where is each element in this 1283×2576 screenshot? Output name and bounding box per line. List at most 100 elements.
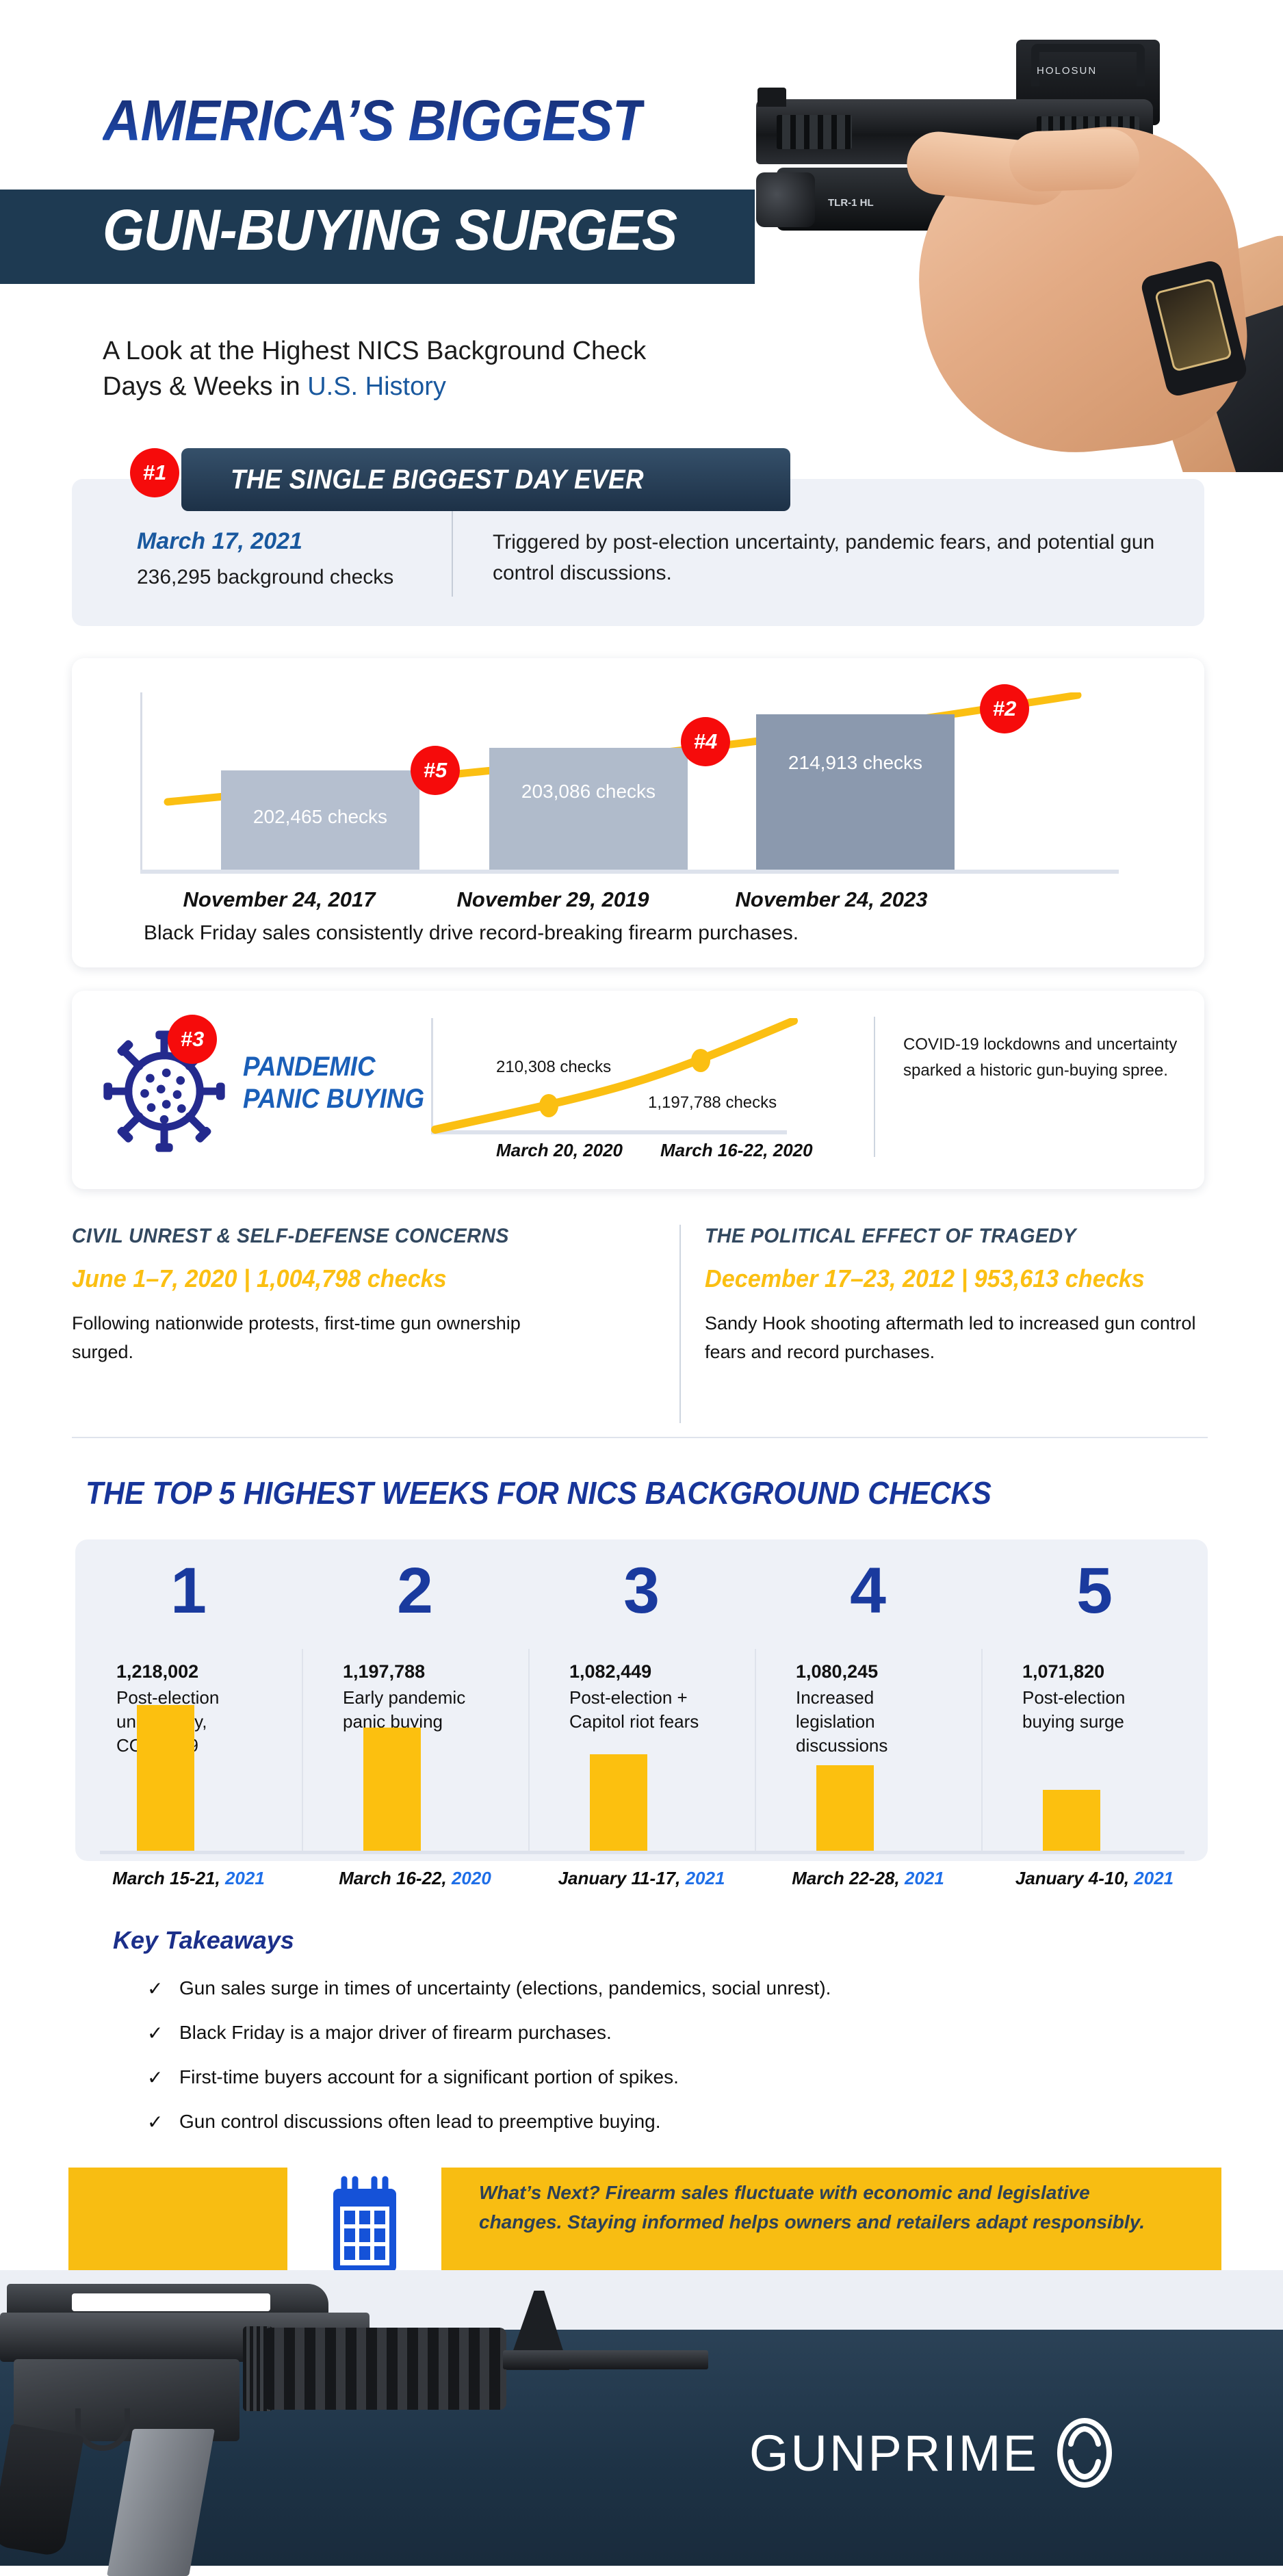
biggest-day-checks: 236,295 background checks <box>137 566 394 588</box>
hero-pistol-photo: HOLOSUN TLR-1 HL <box>715 0 1283 472</box>
page-subtitle: A Look at the Highest NICS Background Ch… <box>103 333 646 405</box>
top5-desc-5: Post-election buying surge <box>1022 1687 1126 1732</box>
calendar-icon <box>333 2176 396 2272</box>
rifle-carry-handle-opening <box>72 2293 270 2311</box>
two-column-section: CIVIL UNREST & SELF-DEFENSE CONCERNS Jun… <box>72 1225 1208 1423</box>
column-civil-unrest: CIVIL UNREST & SELF-DEFENSE CONCERNS Jun… <box>72 1225 578 1367</box>
support-finger <box>1008 127 1141 193</box>
top5-column-3: 3 1,082,449 Post-election + Capitol riot… <box>528 1539 755 1861</box>
subtitle-line2: Days & Weeks in <box>103 372 308 402</box>
top5-column-1: 1 1,218,002 Post-election uncertainty, C… <box>75 1539 302 1861</box>
top5-date-4-text: March 22-28, <box>792 1868 905 1888</box>
rifle-barrel <box>503 2350 708 2369</box>
top5-date-1-year: 2021 <box>224 1868 265 1888</box>
top5-date-4-year: 2021 <box>904 1868 944 1888</box>
top5-card: 1 1,218,002 Post-election uncertainty, C… <box>75 1539 1208 1861</box>
pandemic-chart: 210,308 checks 1,197,788 checks <box>431 1018 869 1134</box>
pandemic-y-axis <box>431 1018 433 1134</box>
coronavirus-icon <box>99 1026 229 1156</box>
biggest-day-date: March 17, 2021 <box>137 528 302 554</box>
two-column-divider <box>679 1225 681 1423</box>
check-mark-icon: ✓ <box>147 2022 164 2044</box>
check-mark-icon: ✓ <box>147 2111 164 2133</box>
key-takeaways-title: Key Takeaways <box>113 1926 294 1954</box>
key-takeaway-3: First-time buyers account for a signific… <box>179 2066 679 2087</box>
pandemic-card: PANDEMIC PANIC BUYING 210,308 checks 1,1… <box>72 991 1204 1189</box>
top5-bar-1 <box>137 1705 194 1853</box>
top5-desc-2: Early pandemic panic buying <box>343 1687 466 1732</box>
pistol-front-sight <box>757 88 786 107</box>
check-mark-icon: ✓ <box>147 1978 164 1999</box>
top5-value-4: 1,080,245 <box>796 1661 879 1682</box>
black-friday-card: 202,465 checks 203,086 checks 214,913 ch… <box>72 658 1204 967</box>
top5-date-1: March 15-21, 2021 <box>75 1868 302 1889</box>
civil-unrest-description: Following nationwide protests, first-tim… <box>72 1313 521 1362</box>
subtitle-link-us-history[interactable]: U.S. History <box>307 372 446 402</box>
top5-rank-4: 4 <box>850 1554 886 1627</box>
top5-date-4: March 22-28, 2021 <box>755 1868 981 1889</box>
title-navy-band <box>0 190 755 284</box>
top5-date-5: January 4-10, 2021 <box>981 1868 1208 1889</box>
pandemic-value-1: 210,308 checks <box>496 1058 612 1076</box>
top5-column-4: 4 1,080,245 Increased legislation discus… <box>755 1539 981 1861</box>
pandemic-value-2: 1,197,788 checks <box>648 1093 777 1112</box>
key-takeaway-1: Gun sales surge in times of uncertainty … <box>179 1977 831 1999</box>
top5-rank-2: 2 <box>397 1554 433 1627</box>
bar-2023-value: 214,913 checks <box>788 752 923 773</box>
black-friday-footnote: Black Friday sales consistently drive re… <box>144 922 799 944</box>
top5-column-2: 2 1,197,788 Early pandemic panic buying <box>302 1539 528 1861</box>
pandemic-title-line1: PANDEMIC <box>243 1052 376 1082</box>
bar-2017: 202,465 checks <box>221 770 419 870</box>
brand-name: GUNPRIME <box>749 2424 1039 2482</box>
column-political-effect: THE POLITICAL EFFECT OF TRAGEDY December… <box>705 1225 1211 1367</box>
check-mark-icon: ✓ <box>147 2067 164 2088</box>
biggest-day-note: Triggered by post-election uncertainty, … <box>493 531 1155 584</box>
page-title-line1: AMERICA’S BIGGEST <box>103 88 645 153</box>
top5-value-2: 1,197,788 <box>343 1661 426 1682</box>
top5-baseline <box>100 1851 1184 1854</box>
top5-date-labels: March 15-21, 2021 March 16-22, 2020 Janu… <box>75 1868 1208 1889</box>
top5-bar-5 <box>1043 1790 1100 1853</box>
weapon-light-head <box>756 172 815 227</box>
top5-date-2: March 16-22, 2020 <box>302 1868 528 1889</box>
civil-unrest-stat: June 1–7, 2020 | 1,004,798 checks <box>72 1264 447 1292</box>
top5-grid: 1 1,218,002 Post-election uncertainty, C… <box>75 1539 1208 1861</box>
subtitle-line1: A Look at the Highest NICS Background Ch… <box>103 337 647 365</box>
top5-bar-3 <box>590 1754 647 1853</box>
top5-value-3: 1,082,449 <box>569 1661 652 1682</box>
rifle-magazine <box>107 2429 215 2576</box>
pandemic-divider <box>874 1017 875 1157</box>
top5-rank-5: 5 <box>1076 1554 1113 1627</box>
top5-desc-4: Increased legislation discussions <box>796 1687 888 1756</box>
top5-rank-1: 1 <box>170 1554 207 1627</box>
top5-rank-3: 3 <box>623 1554 660 1627</box>
top5-bar-4 <box>816 1765 874 1853</box>
ar15-rifle-photo <box>0 2272 708 2576</box>
rank-badge-3: #3 <box>168 1015 217 1064</box>
black-friday-x-labels: November 24, 2017 November 29, 2019 Nove… <box>140 887 1119 912</box>
x-label-2023: November 24, 2023 <box>735 887 928 911</box>
top5-date-5-text: January 4-10, <box>1015 1868 1135 1888</box>
top5-value-1: 1,218,002 <box>116 1661 199 1682</box>
biggest-day-left: March 17, 2021 236,295 background checks <box>137 528 431 589</box>
rank-badge-2: #2 <box>980 684 1029 733</box>
brand-logo[interactable]: GUNPRIME <box>749 2415 1114 2490</box>
top5-bar-2 <box>363 1728 421 1853</box>
top5-value-5: 1,071,820 <box>1022 1661 1105 1682</box>
top5-date-3-text: January 11-17, <box>558 1868 686 1888</box>
top5-date-1-text: March 15-21, <box>112 1868 225 1888</box>
top5-title: THE TOP 5 HIGHEST WEEKS FOR NICS BACKGRO… <box>86 1475 992 1511</box>
top5-date-3-year: 2021 <box>685 1868 725 1888</box>
bar-2019-value: 203,086 checks <box>521 781 656 802</box>
rifle-trigger-guard <box>75 2408 130 2451</box>
pandemic-note: COVID-19 lockdowns and uncertainty spark… <box>903 1035 1178 1080</box>
pandemic-x-axis <box>431 1130 787 1134</box>
hero-header: HOLOSUN TLR-1 HL AMERICA’S BIGGEST GUN-B… <box>0 0 1283 479</box>
top5-date-2-year: 2020 <box>451 1868 491 1888</box>
biggest-day-divider <box>452 510 453 597</box>
weapon-light-text: TLR-1 HL <box>828 197 874 209</box>
pandemic-x-label-2: March 16-22, 2020 <box>660 1140 813 1160</box>
bar-2023: 214,913 checks <box>756 714 955 870</box>
rank-badge-5: #5 <box>411 746 460 795</box>
banner-text: What’s Next? Firearm sales fluctuate wit… <box>479 2182 1145 2233</box>
